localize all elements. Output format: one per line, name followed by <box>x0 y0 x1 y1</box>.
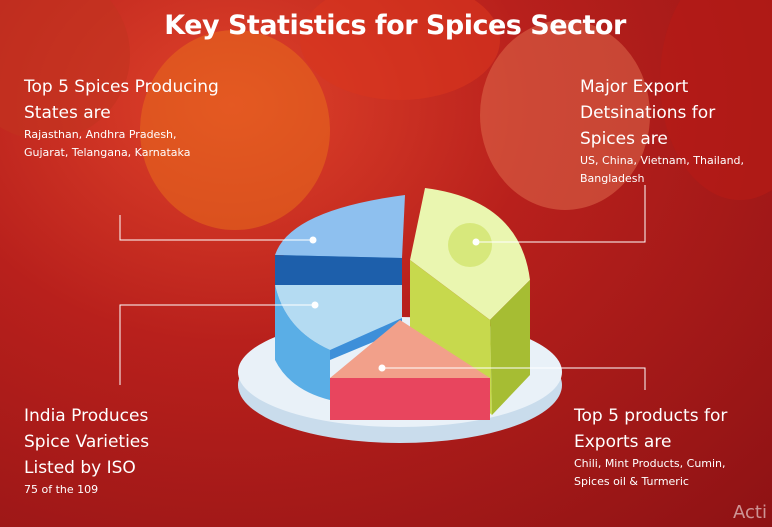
detail: 75 of the 109 <box>24 481 174 499</box>
heading: India Produces Spice Varieties Listed by… <box>24 403 174 481</box>
info-block: Top 5 Spices Producing States are Rajast… <box>24 74 229 162</box>
watermark: Acti <box>733 502 767 523</box>
detail: US, China, Vietnam, Thailand, Bangladesh <box>580 152 772 188</box>
detail: Chili, Mint Products, Cumin, Spices oil … <box>574 455 746 491</box>
pie-slice-band <box>275 255 402 285</box>
heading: Major Export Detsinations for Spices are <box>580 74 740 152</box>
pie-slice-side <box>330 378 490 420</box>
heading: Top 5 products for Exports are <box>574 403 759 455</box>
info-block: Major Export Detsinations for Spices are… <box>580 74 772 188</box>
info-block: India Produces Spice Varieties Listed by… <box>24 403 174 499</box>
info-block: Top 5 products for Exports are Chili, Mi… <box>574 403 759 491</box>
pie-slice-top <box>275 195 405 258</box>
heading: Top 5 Spices Producing States are <box>24 74 229 126</box>
highlight <box>448 223 492 267</box>
title: Key Statistics for Spices Sector <box>0 10 772 41</box>
infographic: Key Statistics for Spices Sector Top 5 S… <box>0 0 772 527</box>
detail: Rajasthan, Andhra Pradesh, Gujarat, Tela… <box>24 126 204 162</box>
